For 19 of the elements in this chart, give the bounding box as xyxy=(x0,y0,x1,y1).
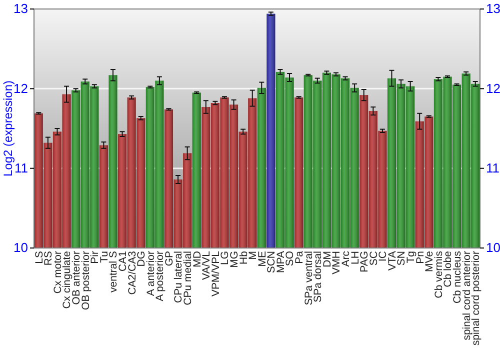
x-tick-label: CA2/CA3 xyxy=(126,250,138,295)
x-tick-label: LH xyxy=(349,251,362,264)
x-tick-label: MD xyxy=(191,250,204,268)
y-tick-label: 11 xyxy=(14,160,28,176)
y2-tick-label: 10 xyxy=(486,240,500,256)
x-tick-label: LS xyxy=(33,251,46,264)
y-tick-label: 13 xyxy=(14,1,28,16)
y2-tick-label: 13 xyxy=(486,1,500,16)
x-tick-label: OB posterior xyxy=(80,250,92,310)
y-tick-label: 10 xyxy=(14,240,28,256)
x-tick-label: CPu medial xyxy=(182,251,194,306)
y2-tick-label: 11 xyxy=(486,160,500,176)
x-tick-label: spinal cord anterior xyxy=(460,250,473,340)
x-tick-label: MVe xyxy=(424,250,436,272)
y-axis-title: Log2 (expression) xyxy=(1,80,15,177)
y2-tick-label: 12 xyxy=(486,80,500,96)
y-tick-label: 12 xyxy=(14,80,28,96)
x-tick-label: Hb xyxy=(238,250,250,264)
x-tick-label: spinal cord posterior xyxy=(470,250,482,346)
